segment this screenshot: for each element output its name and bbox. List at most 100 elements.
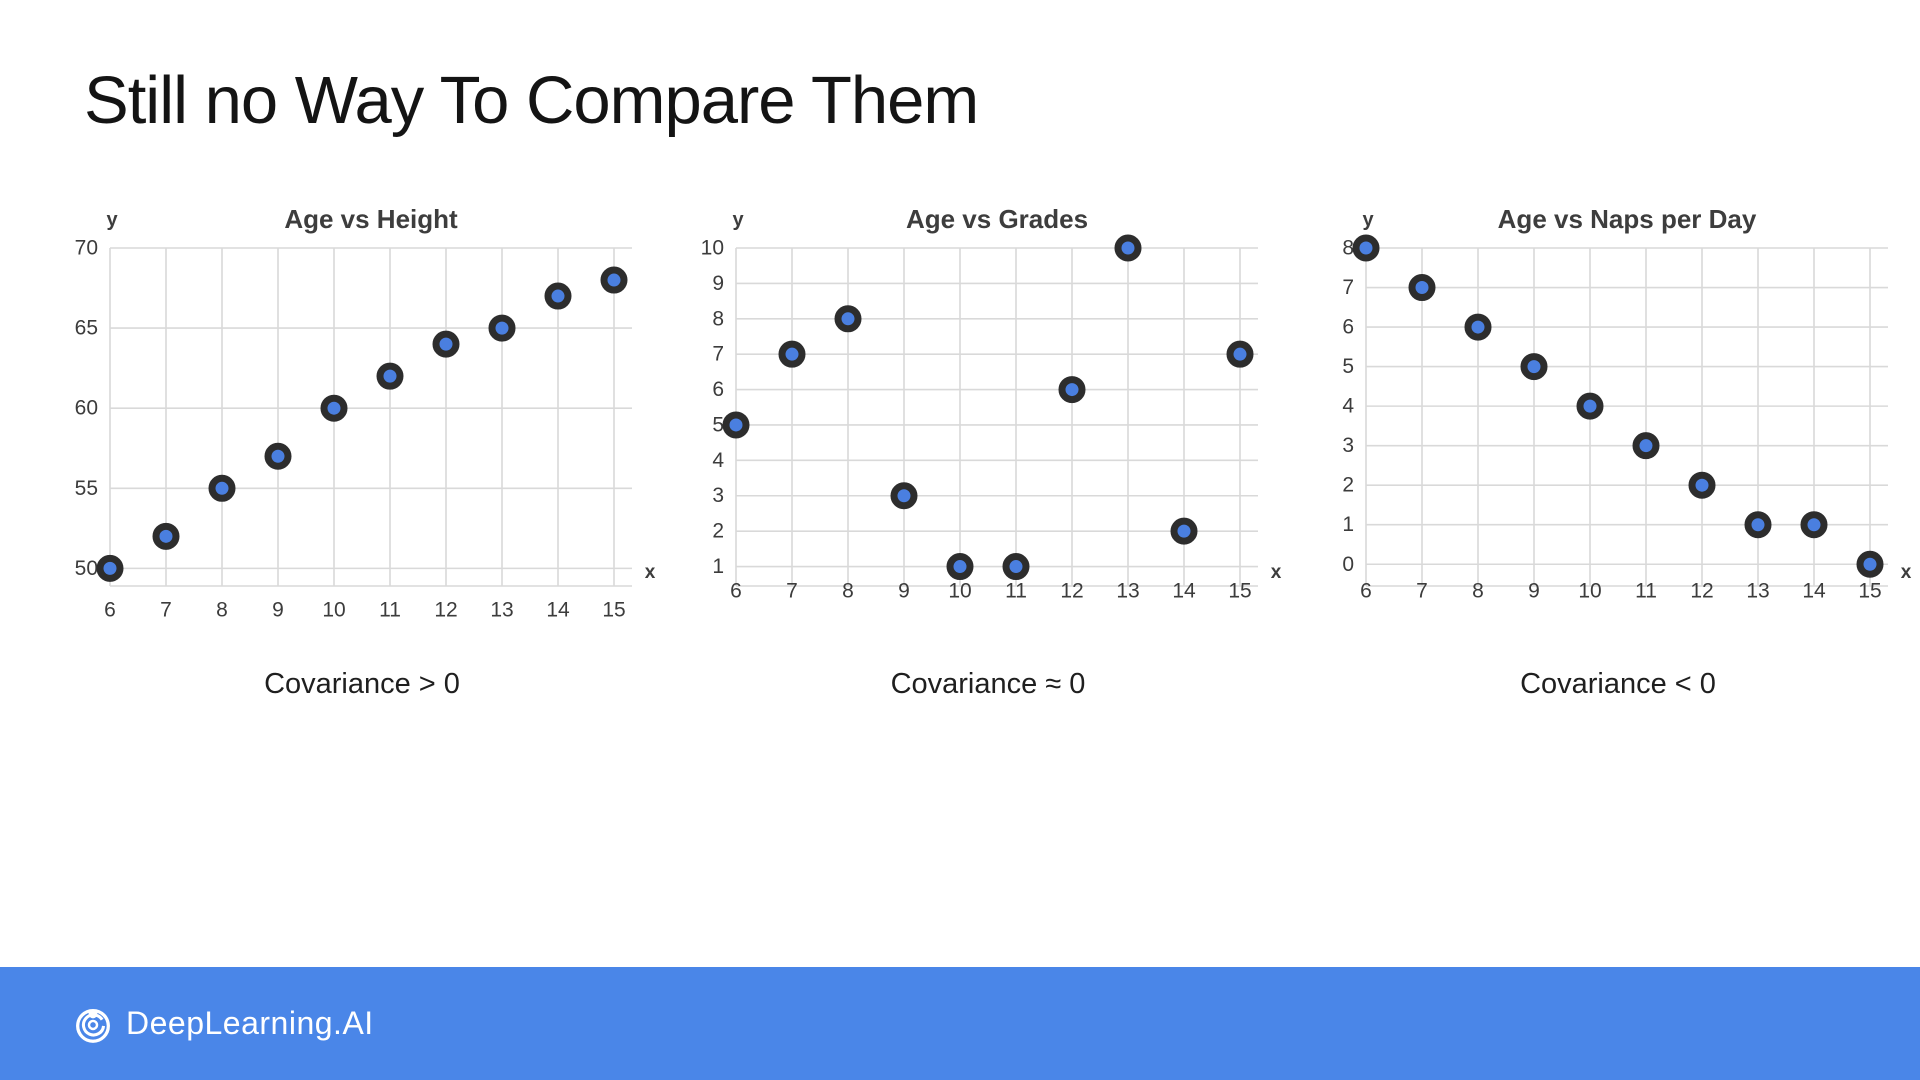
footer-bar: DeepLearning.AI xyxy=(0,967,1920,1080)
svg-text:6: 6 xyxy=(712,378,724,401)
svg-text:8: 8 xyxy=(842,580,854,603)
svg-text:5: 5 xyxy=(1342,355,1354,378)
svg-text:12: 12 xyxy=(434,599,457,622)
data-point xyxy=(1170,517,1198,545)
svg-text:15: 15 xyxy=(1858,580,1881,603)
svg-text:4: 4 xyxy=(1342,395,1354,418)
chart-title: Age vs Naps per Day xyxy=(1498,204,1757,234)
svg-text:9: 9 xyxy=(712,272,724,295)
y-tick-labels: 50 55 60 65 70 xyxy=(75,237,98,580)
y-axis-label: y xyxy=(732,209,744,231)
data-point xyxy=(722,411,750,439)
x-tick-labels: 6 7 8 9 10 11 12 13 14 15 xyxy=(104,599,626,622)
svg-text:11: 11 xyxy=(1005,580,1027,603)
svg-text:6: 6 xyxy=(1342,316,1354,339)
data-point xyxy=(208,474,236,502)
svg-text:9: 9 xyxy=(898,580,910,603)
scatter-chart-age-vs-height: 50 55 60 65 70 6 7 8 9 10 11 12 13 14 15 y x Age vs Heigh… xyxy=(62,198,662,643)
svg-text:7: 7 xyxy=(1342,276,1354,299)
data-point xyxy=(96,554,124,582)
svg-text:60: 60 xyxy=(75,397,98,420)
svg-text:10: 10 xyxy=(701,237,724,260)
scatter-chart-age-vs-grades: 1 2 3 4 5 6 7 8 9 10 6 7 8 9 10 11 12 13 14 15 y x Age vs Grad… xyxy=(688,198,1288,643)
svg-text:70: 70 xyxy=(75,237,98,260)
svg-text:4: 4 xyxy=(712,449,724,472)
svg-text:1: 1 xyxy=(1342,513,1354,536)
data-point xyxy=(544,282,572,310)
svg-text:14: 14 xyxy=(546,599,570,622)
svg-text:8: 8 xyxy=(1472,580,1484,603)
svg-text:10: 10 xyxy=(322,599,345,622)
caption-covariance-positive: Covariance > 0 xyxy=(264,668,460,700)
svg-text:10: 10 xyxy=(1578,580,1601,603)
data-point xyxy=(946,553,974,581)
data-point xyxy=(320,394,348,422)
svg-text:55: 55 xyxy=(75,477,98,500)
svg-text:15: 15 xyxy=(602,599,625,622)
svg-text:8: 8 xyxy=(1342,237,1354,260)
svg-text:9: 9 xyxy=(272,599,284,622)
svg-text:12: 12 xyxy=(1690,580,1713,603)
svg-text:2: 2 xyxy=(712,520,724,543)
svg-text:0: 0 xyxy=(1342,553,1354,576)
svg-text:10: 10 xyxy=(948,580,971,603)
svg-text:7: 7 xyxy=(786,580,798,603)
caption-covariance-zero: Covariance ≈ 0 xyxy=(890,668,1086,700)
gridlines xyxy=(109,247,632,587)
deeplearning-logo-icon xyxy=(70,1001,116,1047)
data-point xyxy=(152,522,180,550)
data-point xyxy=(1408,274,1436,302)
x-tick-labels: 6 7 8 9 10 11 12 13 14 15 xyxy=(1360,580,1882,603)
brand-lockup: DeepLearning.AI xyxy=(70,1001,374,1047)
scatter-chart-svg: 50 55 60 65 70 6 7 8 9 10 11 12 13 14 15 y x Age vs Heigh… xyxy=(75,204,656,622)
svg-text:8: 8 xyxy=(712,307,724,330)
svg-text:14: 14 xyxy=(1802,580,1826,603)
svg-text:7: 7 xyxy=(1416,580,1428,603)
data-point xyxy=(264,442,292,470)
caption-covariance-negative: Covariance < 0 xyxy=(1520,668,1716,700)
data-point xyxy=(1352,234,1380,262)
svg-text:6: 6 xyxy=(730,580,742,603)
data-point xyxy=(1002,553,1030,581)
data-points xyxy=(96,266,628,582)
y-axis-label: y xyxy=(1362,209,1374,231)
gridlines xyxy=(735,247,1258,587)
svg-text:9: 9 xyxy=(1528,580,1540,603)
svg-text:11: 11 xyxy=(1635,580,1657,603)
data-points xyxy=(1352,234,1884,578)
page-title: Still no Way To Compare Them xyxy=(84,63,979,138)
data-point xyxy=(600,266,628,294)
svg-text:7: 7 xyxy=(712,343,724,366)
data-point xyxy=(1744,511,1772,539)
data-point xyxy=(432,330,460,358)
svg-text:1: 1 xyxy=(712,555,724,578)
svg-text:12: 12 xyxy=(1060,580,1083,603)
data-point xyxy=(1632,432,1660,460)
svg-text:13: 13 xyxy=(490,599,513,622)
svg-text:13: 13 xyxy=(1116,580,1139,603)
svg-text:6: 6 xyxy=(1360,580,1372,603)
data-point xyxy=(1226,340,1254,368)
x-axis-label: x xyxy=(645,562,656,583)
svg-text:50: 50 xyxy=(75,557,98,580)
data-point xyxy=(376,362,404,390)
data-point xyxy=(1058,376,1086,404)
svg-text:3: 3 xyxy=(1342,434,1354,457)
x-axis-label: x xyxy=(1901,562,1912,583)
data-point xyxy=(834,305,862,333)
data-point xyxy=(1464,313,1492,341)
svg-text:65: 65 xyxy=(75,317,98,340)
data-points xyxy=(722,234,1254,581)
scatter-chart-age-vs-naps: 0 1 2 3 4 5 6 7 8 6 7 8 9 10 11 12 13 14 15 y x Age vs Naps p… xyxy=(1318,198,1918,643)
data-point xyxy=(1576,392,1604,420)
y-tick-labels: 0 1 2 3 4 5 6 7 8 xyxy=(1342,237,1354,576)
data-point xyxy=(1800,511,1828,539)
svg-text:8: 8 xyxy=(216,599,228,622)
svg-text:2: 2 xyxy=(1342,474,1354,497)
data-point xyxy=(890,482,918,510)
svg-text:3: 3 xyxy=(712,484,724,507)
chart-title: Age vs Grades xyxy=(906,204,1088,234)
